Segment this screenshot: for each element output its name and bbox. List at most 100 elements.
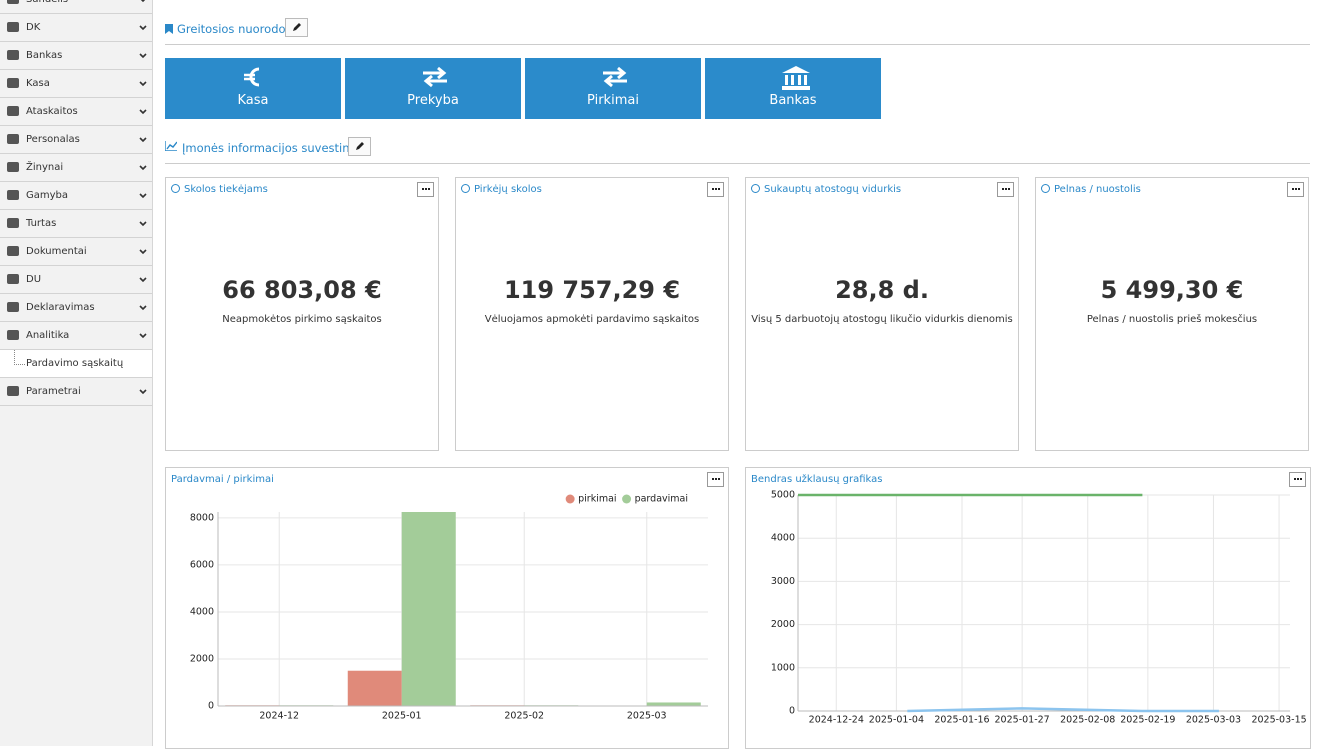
chevron	[139, 277, 147, 283]
exchange-icon	[601, 65, 629, 89]
submenu-item[interactable]: Pardavimo sąskaitų	[0, 350, 152, 378]
dot	[1008, 188, 1010, 190]
menu-label: Parametrai	[26, 378, 81, 405]
menu-label: Bankas	[26, 42, 62, 69]
quick-button[interactable]: Kasa	[165, 58, 341, 119]
menu-item[interactable]: Ataskaitos	[0, 98, 152, 126]
menu-label: Kasa	[26, 70, 50, 97]
summary-card: Sukauptų atostogų vidurkis 28,8 d. Visų 5 …	[745, 177, 1019, 451]
euro-icon	[241, 65, 265, 89]
menu-label: Dokumentai	[26, 238, 87, 265]
card-description: Visų 5 darbuotojų atostogų likučio vidur…	[746, 314, 1018, 325]
menu-label: Sandėlis	[26, 0, 68, 13]
menu-item[interactable]: Žinynai	[0, 154, 152, 182]
sidebar: SandėlisDKBankasKasaAtaskaitosPersonalas…	[0, 0, 153, 746]
menu-item[interactable]: DK	[0, 14, 152, 42]
menu-button[interactable]	[707, 472, 724, 487]
card-description: Vėluojamos apmokėti pardavimo sąskaitos	[456, 314, 728, 325]
menu-button[interactable]	[1289, 472, 1306, 487]
menu-icon	[7, 274, 19, 284]
chevron	[139, 389, 147, 395]
bookmark-icon	[165, 24, 173, 34]
menu-label: Turtas	[26, 210, 56, 237]
menu-item[interactable]: Kasa	[0, 70, 152, 98]
bank-icon	[781, 65, 811, 91]
card-value: 28,8 d.	[746, 276, 1018, 304]
dot	[1298, 188, 1300, 190]
summary-title: Įmonės informacijos suvestinė	[182, 141, 357, 155]
menu-icon	[7, 330, 19, 340]
menu-button[interactable]	[417, 182, 434, 197]
chevron	[139, 137, 147, 143]
menu-icon	[7, 106, 19, 116]
card-description: Neapmokėtos pirkimo sąskaitos	[166, 314, 438, 325]
menu-item[interactable]: Sandėlis	[0, 0, 152, 14]
quick-links-title: Greitosios nuorodos	[177, 22, 292, 36]
summary-card: Pelnas / nuostolis 5 499,30 € Pelnas / nuo…	[1035, 177, 1309, 451]
chevron	[139, 193, 147, 199]
menu-icon	[7, 302, 19, 312]
dot	[1005, 188, 1007, 190]
chevron	[139, 81, 147, 87]
card-value: 66 803,08 €	[166, 276, 438, 304]
dot	[1295, 188, 1297, 190]
submenu-label: Pardavimo sąskaitų	[26, 350, 123, 377]
menu-button[interactable]	[997, 182, 1014, 197]
quick-button[interactable]: Prekyba	[345, 58, 521, 119]
menu-icon	[7, 190, 19, 200]
menu-item[interactable]: Dokumentai	[0, 238, 152, 266]
menu-button[interactable]	[1287, 182, 1304, 197]
summary-card: Skolos tiekėjams 66 803,08 € Neapmokėtos p…	[165, 177, 439, 451]
card-icon	[1041, 184, 1050, 193]
card-icon	[461, 184, 470, 193]
card-title: Pirkėjų skolos	[474, 184, 542, 195]
menu-label: Gamyba	[26, 182, 68, 209]
menu-item[interactable]: Gamyba	[0, 182, 152, 210]
quick-button-label: Kasa	[165, 93, 341, 108]
card-description: Pelnas / nuostolis prieš mokesčius	[1036, 314, 1308, 325]
menu-item[interactable]: Deklaravimas	[0, 294, 152, 322]
menu-icon	[7, 162, 19, 172]
menu-icon	[7, 0, 19, 4]
menu-item[interactable]: Parametrai	[0, 378, 152, 406]
quick-button[interactable]: Bankas	[705, 58, 881, 119]
menu-item[interactable]: Personalas	[0, 126, 152, 154]
quick-links-header: Greitosios nuorodos	[165, 18, 1310, 45]
menu-item[interactable]: Bankas	[0, 42, 152, 70]
chevron	[139, 25, 147, 31]
menu-item[interactable]: DU	[0, 266, 152, 294]
quick-button[interactable]: Pirkimai	[525, 58, 701, 119]
menu-icon	[7, 386, 19, 396]
dot	[718, 188, 720, 190]
menu-label: Deklaravimas	[26, 294, 95, 321]
card-icon	[171, 184, 180, 193]
quick-button-label: Prekyba	[345, 93, 521, 108]
dot	[1002, 188, 1004, 190]
chevron	[139, 305, 147, 311]
chart-icon	[165, 141, 177, 151]
card-title: Sukauptų atostogų vidurkis	[764, 184, 901, 195]
menu-label: Ataskaitos	[26, 98, 78, 125]
summary-header: Įmonės informacijos suvestinė	[165, 137, 1310, 164]
quick-button-label: Pirkimai	[525, 93, 701, 108]
menu-button[interactable]	[707, 182, 724, 197]
chart-panel	[745, 467, 1311, 749]
menu-icon	[7, 22, 19, 32]
menu-icon	[7, 134, 19, 144]
dot	[428, 188, 430, 190]
menu-icon	[7, 246, 19, 256]
menu-label: Personalas	[26, 126, 80, 153]
menu-icon	[7, 78, 19, 88]
menu-item[interactable]: Analitika	[0, 322, 152, 350]
edit-button[interactable]	[348, 137, 371, 156]
card-icon	[751, 184, 760, 193]
menu-icon	[7, 50, 19, 60]
menu-item[interactable]: Turtas	[0, 210, 152, 238]
chevron	[139, 53, 147, 59]
card-title: Pelnas / nuostolis	[1054, 184, 1141, 195]
edit-button[interactable]	[285, 18, 308, 37]
card-title: Skolos tiekėjams	[184, 184, 268, 195]
chevron	[139, 221, 147, 227]
card-value: 5 499,30 €	[1036, 276, 1308, 304]
summary-card: Pirkėjų skolos119 757,29 €Vėluojamos apm…	[455, 177, 729, 451]
